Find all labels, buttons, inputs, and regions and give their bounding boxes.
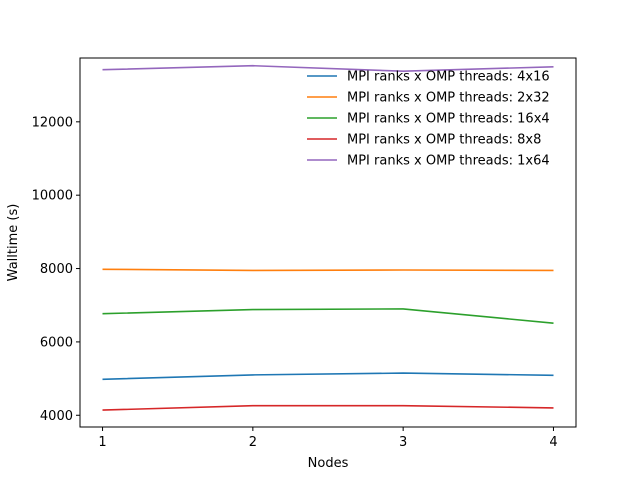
series-line-0	[102, 372, 554, 381]
plot-frame	[79, 57, 577, 428]
legend: MPI ranks x OMP threads: 4x16 MPI ranks x…	[307, 70, 550, 169]
x-tick-label-0: 1	[98, 435, 106, 450]
y-tick-label-2: 8000	[40, 262, 73, 277]
y-axis-label: Walltime (s)	[6, 204, 21, 282]
legend-label-1: MPI ranks x OMP threads: 2x32	[347, 91, 550, 106]
legend-label-2: MPI ranks x OMP threads: 16x4	[347, 112, 550, 127]
legend-label-4: MPI ranks x OMP threads: 1x64	[347, 154, 550, 169]
series-line-3	[102, 404, 554, 411]
x-axis-ticks: 1 2 3 4	[98, 427, 558, 450]
x-tick-label-3: 4	[549, 435, 557, 450]
x-axis-label: Nodes	[308, 456, 349, 471]
y-tick-label-4: 12000	[32, 115, 73, 130]
plot-lines	[102, 64, 554, 411]
y-tick-label-0: 4000	[40, 409, 73, 424]
series-line-2	[102, 308, 554, 324]
x-tick-label-2: 3	[399, 435, 407, 450]
x-tick-label-1: 2	[249, 435, 257, 450]
series-line-4	[102, 64, 554, 73]
y-axis-ticks: 4000 6000 8000 10000 12000	[32, 115, 80, 424]
legend-label-0: MPI ranks x OMP threads: 4x16	[347, 70, 550, 85]
y-tick-label-1: 6000	[40, 335, 73, 350]
y-tick-label-3: 10000	[32, 189, 73, 204]
series-line-1	[102, 268, 554, 272]
legend-label-3: MPI ranks x OMP threads: 8x8	[347, 133, 541, 148]
